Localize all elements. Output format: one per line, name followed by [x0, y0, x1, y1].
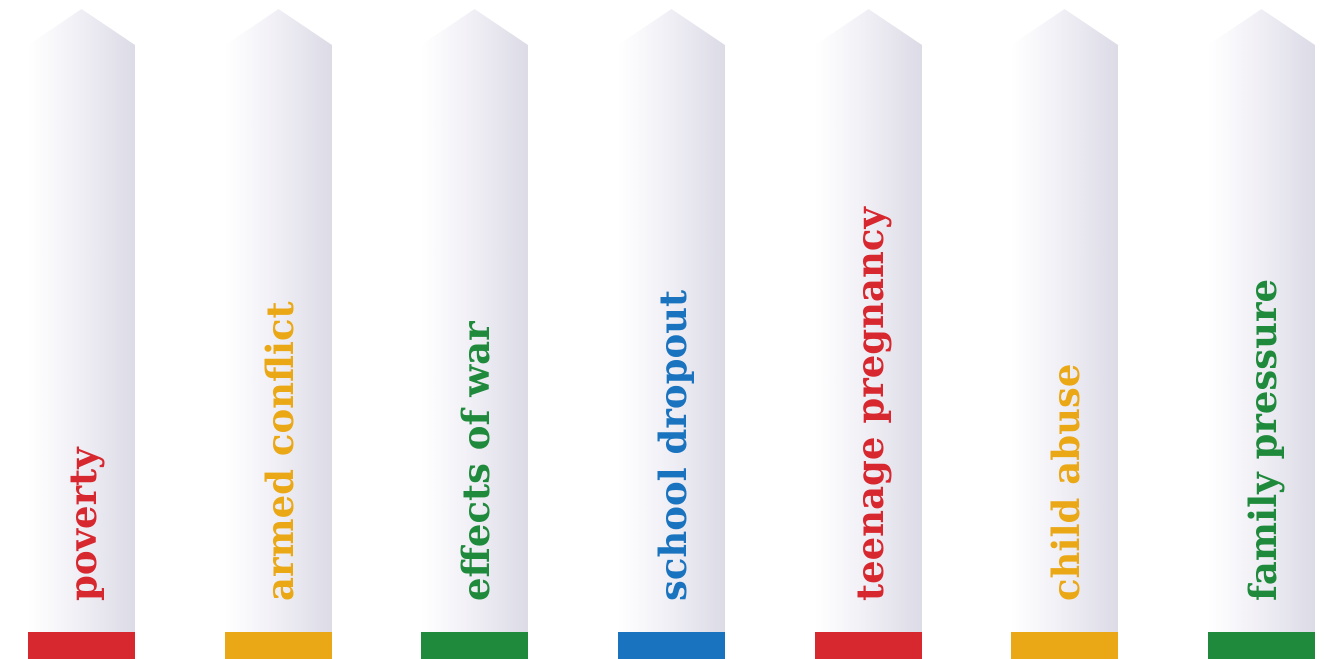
pillar-base	[618, 632, 725, 659]
pillar-base	[28, 632, 135, 659]
pillar-poverty: poverty	[28, 9, 135, 659]
pillar-label: child abuse	[1044, 363, 1088, 601]
pillar-label: teenage pregnancy	[848, 207, 892, 601]
pillar-effects-of-war: effects of war	[421, 9, 528, 659]
pillar-child-abuse: child abuse	[1011, 9, 1118, 659]
pillar-label: armed conflict	[258, 301, 302, 601]
pillar-label: effects of war	[454, 321, 498, 601]
pillar-body	[815, 9, 922, 632]
pillar-body	[28, 9, 135, 632]
pillar-body	[225, 9, 332, 632]
pillar-base	[1208, 632, 1315, 659]
pillar-base	[1011, 632, 1118, 659]
pillar-shape	[28, 9, 135, 659]
pillar-label: family pressure	[1241, 278, 1285, 601]
pillar-teenage-pregnancy: teenage pregnancy	[815, 9, 922, 659]
pillar-body	[1208, 9, 1315, 632]
pillar-base	[815, 632, 922, 659]
pillar-school-dropout: school dropout	[618, 9, 725, 659]
pillar-base	[421, 632, 528, 659]
pillar-shape	[225, 9, 332, 659]
pillar-armed-conflict: armed conflict	[225, 9, 332, 659]
pillar-body	[1011, 9, 1118, 632]
pillar-shape	[1208, 9, 1315, 659]
pillar-shape	[421, 9, 528, 659]
pillar-label: school dropout	[651, 289, 695, 601]
pillar-base	[225, 632, 332, 659]
pillar-family-pressure: family pressure	[1208, 9, 1315, 659]
pillar-body	[618, 9, 725, 632]
pillar-shape	[1011, 9, 1118, 659]
pillar-label: poverty	[61, 447, 105, 601]
pillar-shape	[815, 9, 922, 659]
pillar-shape	[618, 9, 725, 659]
pillar-body	[421, 9, 528, 632]
